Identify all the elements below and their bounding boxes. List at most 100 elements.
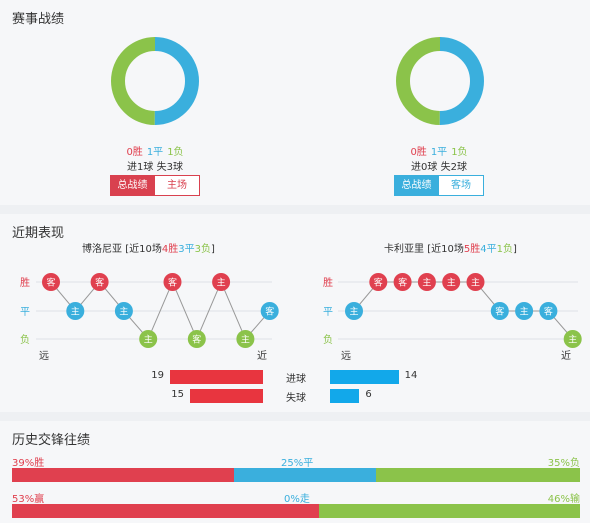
away-win-count: 0胜 xyxy=(410,147,427,158)
away-draw-count: 1平 xyxy=(430,147,448,158)
tab-total-record-away[interactable]: 总战绩 xyxy=(394,175,439,196)
form-point: 主 xyxy=(417,273,436,291)
tab-total-record-home[interactable]: 总战绩 xyxy=(110,175,155,196)
away-goals-summary: 进0球 失2球 xyxy=(411,162,467,173)
form-point-venue: 客 xyxy=(192,334,201,346)
form-point: 客 xyxy=(369,273,388,291)
home-recent-wins: 4胜 xyxy=(161,244,179,255)
form-point: 主 xyxy=(515,302,534,320)
form-point-circle xyxy=(163,273,182,291)
home-conceded-value: 15 xyxy=(171,389,184,400)
row-label-draw: 平 xyxy=(323,307,333,318)
form-point: 主 xyxy=(139,330,158,348)
away-loss-count: 1负 xyxy=(451,147,468,158)
form-point-circle xyxy=(393,273,412,291)
row-label-loss: 负 xyxy=(323,333,333,346)
form-point-venue: 客 xyxy=(398,277,407,289)
h2h-handicap-bar xyxy=(12,504,580,518)
far-label: 远 xyxy=(39,350,49,362)
row-label-win: 胜 xyxy=(20,277,30,289)
h2h-handicap-loss-pct: 46%输 xyxy=(547,494,580,505)
loss-segment xyxy=(375,468,580,482)
form-point: 客 xyxy=(42,273,60,291)
form-line xyxy=(353,281,574,340)
form-point: 客 xyxy=(260,302,279,320)
form-point-circle xyxy=(90,273,109,291)
home-draw-count: 1平 xyxy=(146,147,164,158)
away-recent-wins: 5胜 xyxy=(463,244,481,255)
home-recent-losses: 3负 xyxy=(194,244,211,255)
form-point: 主 xyxy=(212,273,231,291)
form-point-circle xyxy=(466,273,485,291)
form-point-venue: 主 xyxy=(471,277,480,289)
home-scored-bar xyxy=(169,370,263,384)
form-point-venue: 主 xyxy=(349,306,358,318)
form-point-venue: 主 xyxy=(71,306,80,318)
form-point: 主 xyxy=(563,330,582,348)
form-point-venue: 客 xyxy=(168,277,177,289)
form-point: 客 xyxy=(187,330,206,348)
row-label-draw: 平 xyxy=(20,307,30,318)
away-team-caption: 卡利亚里 [近10场5胜4平1负] xyxy=(384,240,517,255)
win-segment xyxy=(12,468,234,482)
form-point-circle xyxy=(417,273,436,291)
conceded-label: 失球 xyxy=(286,393,306,404)
h2h-handicap-win-pct: 53%赢 xyxy=(12,494,45,505)
home-team-caption: 博洛尼亚 [近10场4胜3平3负] xyxy=(82,240,215,255)
match-record-panel: 赛事战绩 0胜 1平 1负 进1球 失3球 0胜 1平 1负 进0球 失2球 总战绩 主… xyxy=(0,0,590,205)
win-segment xyxy=(12,504,319,518)
form-point-venue: 主 xyxy=(447,277,456,289)
form-point-circle xyxy=(490,302,509,320)
form-point-circle xyxy=(260,302,279,320)
away-conceded-bar xyxy=(330,389,360,403)
row-label-loss: 负 xyxy=(20,333,30,346)
form-point-circle xyxy=(236,330,255,348)
away-recent-losses: 1负 xyxy=(496,244,513,255)
home-scored-value: 19 xyxy=(151,370,164,381)
away-wdl-stats: 0胜 1平 1负 xyxy=(379,143,499,158)
h2h-handicap-push-pct: 0%走 xyxy=(284,494,310,505)
home-record-donut xyxy=(111,37,199,125)
form-point: 客 xyxy=(393,273,412,291)
form-point-venue: 客 xyxy=(495,306,504,318)
tab-away-games[interactable]: 客场 xyxy=(439,175,484,196)
form-point-circle xyxy=(515,302,534,320)
donut-blue-segment xyxy=(111,37,199,125)
home-record-tabs: 总战绩 主场 xyxy=(110,175,200,196)
form-point-circle xyxy=(187,330,206,348)
form-point: 主 xyxy=(114,302,133,320)
form-point-circle xyxy=(345,302,363,320)
away-summary-prefix: [近10场 xyxy=(427,244,464,255)
away-scored-bar xyxy=(330,370,399,384)
home-win-count: 0胜 xyxy=(126,147,143,158)
away-record-tabs: 总战绩 客场 xyxy=(394,175,484,196)
form-point-circle xyxy=(114,302,133,320)
form-point-venue: 客 xyxy=(265,306,274,318)
form-point-venue: 客 xyxy=(374,277,383,289)
far-label: 远 xyxy=(341,350,351,362)
form-point-venue: 主 xyxy=(217,277,226,289)
form-point: 主 xyxy=(466,273,485,291)
away-summary-suffix: ] xyxy=(512,244,517,255)
donut-blue-segment xyxy=(396,37,484,125)
away-recent-draws: 4平 xyxy=(480,244,497,255)
home-summary-suffix: ] xyxy=(210,244,215,255)
scored-row: 19 进球 14 xyxy=(140,370,470,385)
home-conceded-bar xyxy=(189,389,263,403)
h2h-win-pct: 39%胜 xyxy=(12,458,45,469)
form-point: 主 xyxy=(236,330,255,348)
form-point-venue: 主 xyxy=(119,306,128,318)
home-loss-count: 1负 xyxy=(167,147,184,158)
draw-segment xyxy=(233,468,376,482)
form-point-venue: 客 xyxy=(544,306,553,318)
tab-home-games[interactable]: 主场 xyxy=(155,175,200,196)
form-point-circle xyxy=(369,273,388,291)
form-point-venue: 主 xyxy=(422,277,431,289)
h2h-draw-pct: 25%平 xyxy=(281,458,314,469)
away-team-name: 卡利亚里 xyxy=(384,244,424,255)
form-point-venue: 主 xyxy=(144,334,153,346)
form-point: 主 xyxy=(345,302,363,320)
recent-title: 近期表现 xyxy=(12,226,65,241)
row-label-win: 胜 xyxy=(323,277,333,289)
form-point-circle xyxy=(42,273,60,291)
